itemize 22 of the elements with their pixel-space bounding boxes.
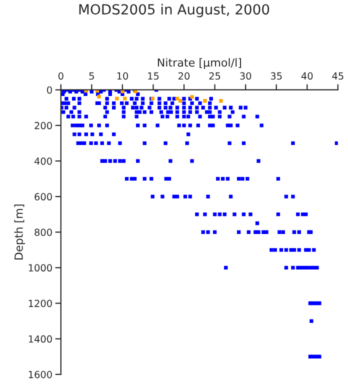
y-tick-label: 600 (34, 193, 52, 200)
y-tick-label: 0 (47, 86, 52, 94)
y-tick-label: 1000 (28, 264, 52, 272)
x-tick-label: 30 (240, 72, 252, 80)
y-axis-title: Depth [m] (14, 204, 26, 260)
x-tick-label: 0 (58, 72, 64, 80)
y-tick-label: 1200 (28, 300, 52, 308)
y-tick-label: 1600 (28, 370, 52, 378)
x-tick-label: 45 (332, 72, 344, 80)
x-tick-label: 15 (148, 72, 159, 80)
x-tick-label: 40 (301, 72, 313, 80)
x-axis-title: Nitrate [µmol/l] (158, 58, 242, 69)
y-tick-label: 400 (34, 157, 52, 165)
x-tick-label: 25 (209, 72, 220, 80)
x-tick-label: 35 (270, 72, 282, 80)
x-tick-label: 10 (117, 72, 128, 80)
x-tick-label: 5 (89, 72, 94, 80)
x-tick-label: 20 (178, 72, 190, 80)
y-tick-label: 200 (34, 122, 52, 130)
chart-title: MODS2005 in August, 2000 (79, 4, 270, 18)
y-tick-label: 1400 (28, 335, 52, 343)
y-tick-label: 800 (34, 228, 52, 236)
